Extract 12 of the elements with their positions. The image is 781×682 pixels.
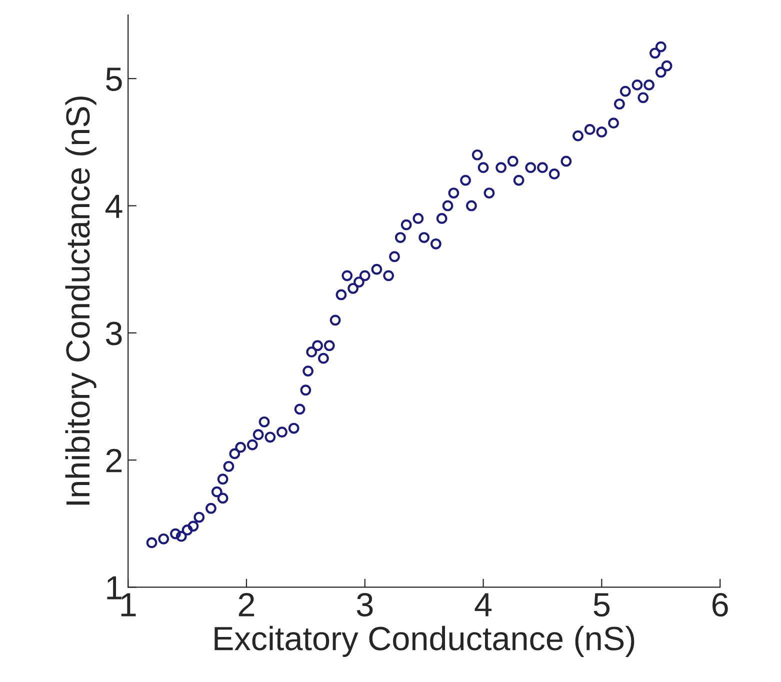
x-tick-label: 4 (474, 593, 492, 616)
y-tick-label: 4 (105, 194, 122, 218)
x-tick-label: 6 (712, 592, 728, 617)
x-axis-title: Excitatory Conductance (nS) (214, 626, 634, 657)
x-tick-label: 2 (238, 592, 254, 616)
x-tick-label: 5 (594, 593, 610, 617)
y-tick-label: 2 (106, 448, 122, 472)
y-tick-label: 5 (106, 68, 122, 91)
y-tick-label: 3 (106, 322, 122, 346)
y-axis-title: Inhibitory Conductance (nS) (65, 96, 96, 505)
x-tick-label: 3 (356, 592, 373, 617)
y-tick-label: 1 (107, 576, 122, 600)
